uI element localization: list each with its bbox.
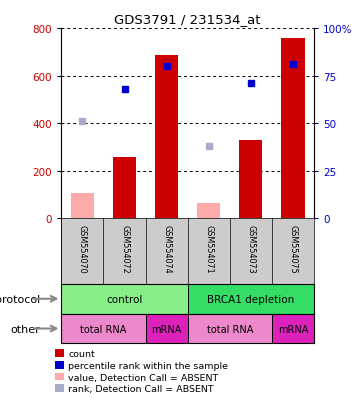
Bar [282, 38, 305, 219]
Bar [71, 194, 94, 219]
Text: total RNA: total RNA [206, 324, 253, 334]
Text: GSM554075: GSM554075 [288, 224, 297, 273]
Text: BRCA1 depletion: BRCA1 depletion [207, 294, 295, 304]
Bar [113, 157, 136, 219]
Text: GSM554070: GSM554070 [78, 224, 87, 273]
Text: GSM554074: GSM554074 [162, 224, 171, 273]
Title: GDS3791 / 231534_at: GDS3791 / 231534_at [114, 13, 261, 26]
Bar [188, 314, 272, 344]
Bar [272, 314, 314, 344]
Bar [188, 284, 314, 314]
Bar [155, 56, 178, 219]
Bar [61, 284, 188, 314]
Bar [145, 314, 188, 344]
Bar [197, 204, 220, 219]
Text: mRNA: mRNA [278, 324, 308, 334]
Text: GSM554071: GSM554071 [204, 224, 213, 273]
Text: other: other [10, 324, 40, 334]
Text: control: control [106, 294, 143, 304]
Legend: count, percentile rank within the sample, value, Detection Call = ABSENT, rank, : count, percentile rank within the sample… [55, 349, 229, 394]
Bar [61, 314, 145, 344]
Text: total RNA: total RNA [80, 324, 127, 334]
Text: GSM554072: GSM554072 [120, 224, 129, 273]
Bar [239, 140, 262, 219]
Text: mRNA: mRNA [152, 324, 182, 334]
Text: protocol: protocol [0, 294, 40, 304]
Text: GSM554073: GSM554073 [247, 224, 255, 273]
